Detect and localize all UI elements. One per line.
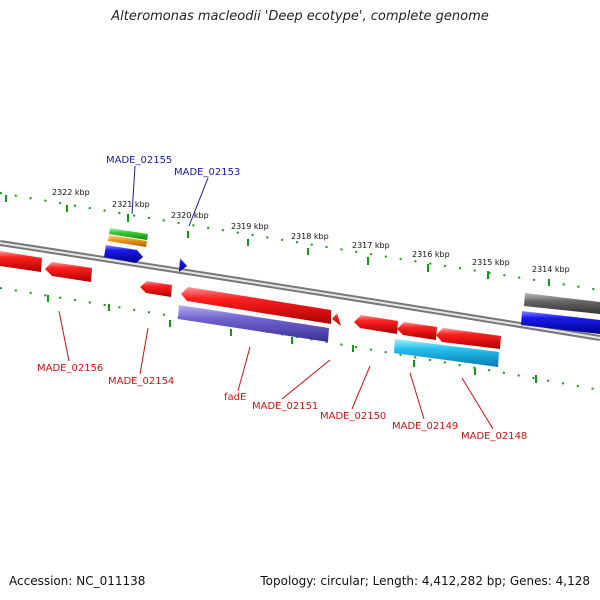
connector-made-02151 — [281, 359, 331, 400]
label-made-02155[interactable]: MADE_02155 — [106, 155, 172, 166]
forward-strand-features — [104, 228, 600, 334]
gene-gray-feature[interactable] — [524, 293, 600, 314]
label-made-02149[interactable]: MADE_02149 — [392, 421, 458, 432]
scale-label: 2322 kbp — [52, 188, 90, 197]
scale-label: 2316 kbp — [412, 250, 450, 259]
genome-summary-text: Topology: circular; Length: 4,412,282 bp… — [260, 574, 590, 588]
label-made-02148[interactable]: MADE_02148 — [461, 431, 527, 442]
label-made-02156[interactable]: MADE_02156 — [37, 363, 103, 374]
label-made-02154[interactable]: MADE_02154 — [108, 376, 174, 387]
scale-label: 2315 kbp — [472, 258, 510, 267]
connector-made-02148 — [461, 377, 494, 430]
scale-label: 2317 kbp — [352, 241, 390, 250]
connector-made-02156 — [58, 310, 70, 362]
gene-labels: MADE_02155 MADE_02153 MADE_02156 MADE_02… — [37, 155, 527, 442]
gene-made-02154[interactable] — [140, 281, 172, 297]
inner-scale-major-ticks — [47, 295, 537, 383]
map-title: Alteromonas macleodii 'Deep ecotype', co… — [111, 9, 489, 24]
gene-feature-green[interactable] — [109, 228, 148, 240]
connector-made-02154 — [139, 327, 149, 375]
label-made-02151[interactable]: MADE_02151 — [252, 401, 318, 412]
gene-made-02149[interactable] — [397, 322, 437, 340]
connector-made-02149 — [409, 372, 425, 420]
gene-made-02156[interactable] — [45, 262, 92, 282]
gene-feature-orange[interactable] — [108, 235, 147, 247]
gene-made-02155[interactable] — [104, 245, 143, 263]
gene-made-02150[interactable] — [354, 315, 398, 334]
gene-made-02152[interactable] — [181, 287, 331, 324]
inner-scale-track — [0, 287, 600, 391]
scale-label: 2314 kbp — [532, 265, 570, 274]
outer-scale-major-ticks — [5, 195, 550, 286]
scale-label: 2321 kbp — [112, 200, 150, 209]
label-connectors — [58, 165, 494, 430]
gene-cyan-feature[interactable] — [394, 339, 499, 367]
label-made-02153[interactable]: MADE_02153 — [174, 167, 240, 178]
connector-fade — [237, 346, 251, 392]
scale-label: 2320 kbp — [171, 211, 209, 220]
genome-backbone-highlight — [0, 242, 600, 339]
scale-label: 2318 kbp — [291, 232, 329, 241]
connector-made-02155 — [131, 165, 136, 215]
gene-made-02157[interactable] — [0, 251, 42, 272]
label-fade[interactable]: fadE — [224, 392, 246, 403]
connector-made-02150 — [351, 365, 371, 410]
gene-fade[interactable] — [178, 305, 329, 342]
reverse-strand-features — [0, 251, 501, 367]
gene-made-02148[interactable] — [436, 328, 501, 349]
scale-labels: 2322 kbp 2321 kbp 2320 kbp 2319 kbp 2318… — [52, 188, 570, 274]
scale-label: 2319 kbp — [231, 222, 269, 231]
gene-made-02153[interactable] — [179, 258, 187, 272]
label-made-02150[interactable]: MADE_02150 — [320, 411, 386, 422]
connector-made-02153 — [188, 177, 209, 227]
gene-blue-feature-right[interactable] — [521, 311, 600, 334]
accession-text: Accession: NC_011138 — [9, 574, 146, 588]
gene-made-02151[interactable] — [332, 313, 341, 326]
